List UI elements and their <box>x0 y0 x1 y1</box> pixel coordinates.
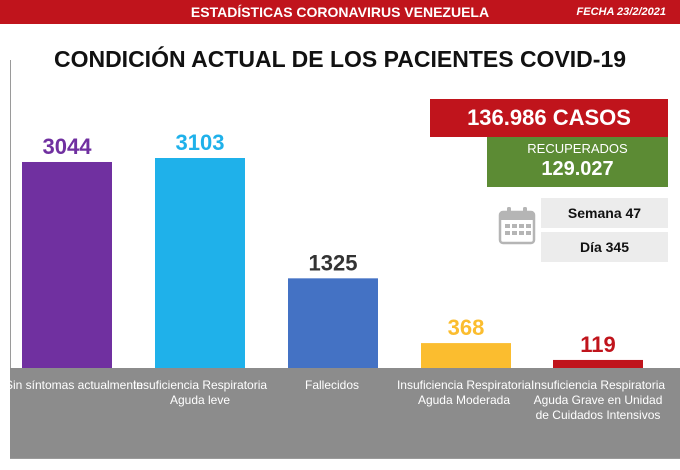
category-label-strip <box>10 368 680 458</box>
bar-value-label-3: 368 <box>448 315 485 340</box>
week-box: Semana 47 <box>541 198 668 228</box>
header-date: FECHA 23/2/2021 <box>576 6 666 18</box>
bar-value-label-4: 119 <box>580 332 616 357</box>
bar-4 <box>553 359 643 368</box>
recovered-value: 129.027 <box>541 158 614 180</box>
recovered-label: RECUPERADOS <box>527 141 628 156</box>
category-label-ira-leve: Insuficiencia Respiratoria Aguda leve <box>132 378 268 407</box>
day-box: Día 345 <box>541 232 668 262</box>
header-title: ESTADÍSTICAS CORONAVIRUS VENEZUELA <box>190 4 490 20</box>
bar-0 <box>22 161 112 368</box>
bar-1 <box>155 158 245 368</box>
frame-bottom-line <box>10 458 680 459</box>
bar-2 <box>288 278 378 368</box>
bar-3 <box>421 343 511 368</box>
calendar-icon <box>498 207 536 245</box>
category-label-sin-sintomas: Sin síntomas actualmente <box>4 378 144 392</box>
category-label-fallecidos: Fallecidos <box>304 378 360 392</box>
total-cases-box: 136.986 CASOS <box>430 99 668 137</box>
header-bar: ESTADÍSTICAS CORONAVIRUS VENEZUELA FECHA… <box>0 0 680 24</box>
bar-value-label-0: 3044 <box>43 134 93 159</box>
recovered-box: RECUPERADOS 129.027 <box>487 137 668 187</box>
bar-value-label-2: 1325 <box>309 250 358 275</box>
bar-value-label-1: 3103 <box>176 130 225 155</box>
category-label-ira-moderada: Insuficiencia Respiratoria Aguda Moderad… <box>396 378 532 407</box>
category-label-ira-grave-uci: Insuficiencia Respiratoria Aguda Grave e… <box>530 378 666 422</box>
frame-left-line <box>10 60 11 458</box>
chart-title: CONDICIÓN ACTUAL DE LOS PACIENTES COVID-… <box>53 46 627 72</box>
